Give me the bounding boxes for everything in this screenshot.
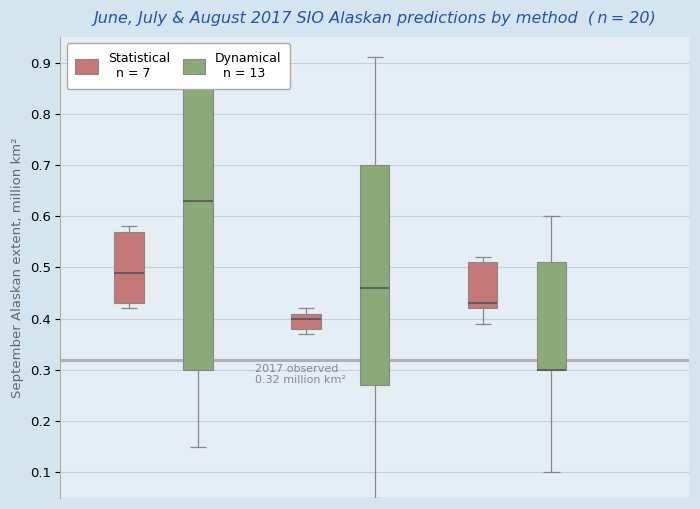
- Bar: [291, 314, 321, 329]
- Bar: [114, 232, 144, 303]
- Y-axis label: September Alaskan extent, million km²: September Alaskan extent, million km²: [11, 137, 24, 398]
- Bar: [360, 165, 389, 385]
- Bar: [537, 262, 566, 370]
- Bar: [183, 63, 213, 370]
- Title: June, July & August 2017 SIO Alaskan predictions by method  ( n = 20): June, July & August 2017 SIO Alaskan pre…: [93, 11, 656, 26]
- Text: 2017 observed
0.32 million km²: 2017 observed 0.32 million km²: [256, 364, 346, 385]
- Bar: [468, 262, 498, 308]
- Legend: Statistical
  n = 7, Dynamical
  n = 13: Statistical n = 7, Dynamical n = 13: [66, 43, 290, 89]
